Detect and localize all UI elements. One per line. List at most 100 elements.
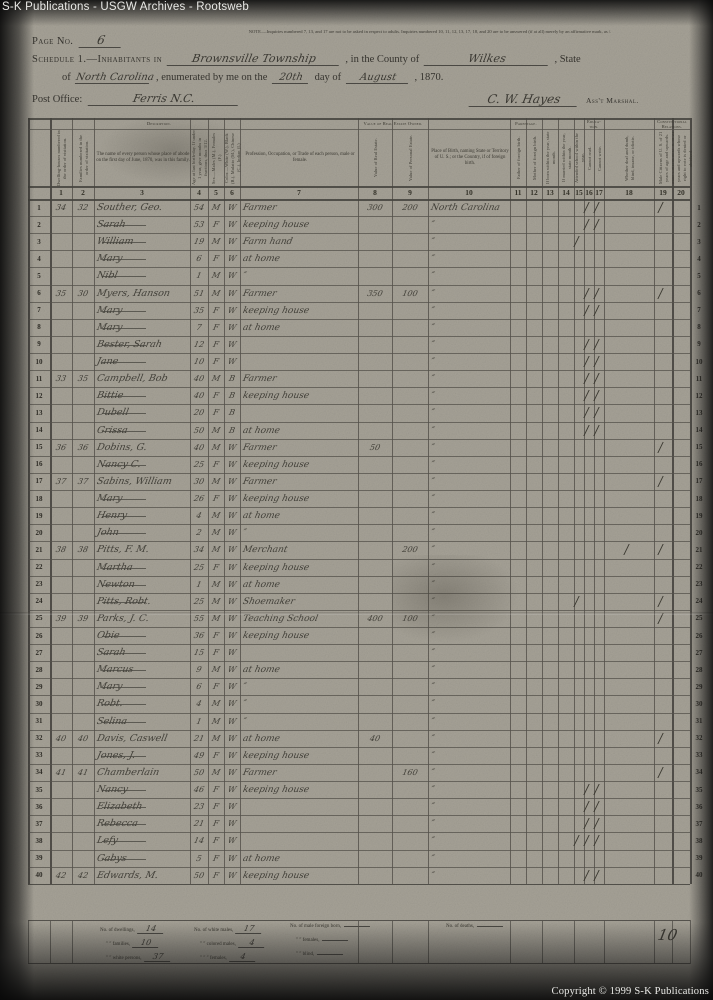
footer-column-rule — [604, 920, 605, 964]
name-continuation-dash — [102, 584, 146, 586]
row-number-left: 5 — [37, 271, 41, 280]
row-number-right: 20 — [695, 528, 703, 537]
name-continuation-dash — [102, 327, 146, 329]
affirmative-tick-mark — [657, 202, 670, 213]
cell-value: Farmer — [241, 442, 278, 453]
cell-value: B — [228, 408, 236, 418]
column-group-header: Educa-tion. — [586, 118, 602, 129]
cell-value: 400 — [366, 613, 384, 623]
footer-column-rule — [392, 920, 393, 964]
footer-stat: ″ ″ families, 10 — [106, 938, 161, 948]
cell-value: 300 — [366, 203, 384, 212]
column-header-19: Male Citizens of U. S. of 21 years of ag… — [658, 131, 669, 185]
row-number-right: 18 — [695, 494, 703, 503]
name-continuation-dash — [102, 636, 146, 637]
cell-value: ″ — [429, 870, 436, 881]
cell-value: Farm hand — [241, 236, 294, 247]
row-number-left: 28 — [35, 665, 43, 674]
row-number-right: 11 — [695, 374, 703, 383]
cell-value: Farmer — [241, 476, 278, 487]
row-number-left: 30 — [35, 699, 43, 708]
month-value: August — [345, 72, 410, 84]
row-number-right: 16 — [695, 460, 703, 469]
cell-value: keeping house — [241, 870, 311, 881]
name-continuation-dash — [102, 344, 146, 346]
cell-value: Pitts, F. M. — [95, 544, 151, 556]
row-number-left: 23 — [35, 580, 43, 589]
cell-value: ″ — [429, 767, 436, 778]
row-number-left: 21 — [35, 545, 43, 554]
footer-stat: ″ ″ white persons, 37 — [106, 952, 172, 962]
column-group-header: Value of Real Estate Owned. — [363, 121, 423, 126]
cell-value: ″ — [429, 681, 436, 692]
cell-value: at home — [241, 253, 281, 264]
footer-stat-value: 4 — [237, 938, 266, 948]
row-number-left: 25 — [35, 614, 43, 623]
affirmative-tick-mark — [657, 766, 670, 778]
cell-value: ″ — [241, 716, 248, 727]
cell-value: ″ — [429, 544, 436, 555]
cell-value: ″ — [429, 219, 436, 230]
cell-value: Edwards, M. — [95, 869, 160, 881]
name-continuation-dash — [102, 704, 146, 706]
cell-value: ″ — [429, 562, 436, 573]
footer-column-rule — [72, 920, 73, 964]
row-number-left: 2 — [37, 220, 41, 229]
row-number-right: 28 — [695, 665, 703, 674]
column-number-5: 5 — [214, 188, 218, 197]
cell-value: Sabins, William — [95, 475, 173, 487]
cell-value: keeping house — [241, 305, 311, 316]
cell-value: 50 — [368, 442, 382, 452]
row-number-right: 27 — [695, 648, 703, 657]
state-of-prefix: of — [62, 72, 71, 83]
cell-value: W — [226, 819, 238, 829]
name-continuation-dash — [102, 807, 146, 809]
cell-value: ″ — [429, 835, 436, 846]
cell-value: W — [226, 357, 238, 367]
row-number-left: 1 — [37, 203, 41, 212]
row-number-right: 39 — [695, 854, 703, 863]
cell-value: Merchant — [241, 544, 289, 555]
affirmative-tick-mark — [657, 287, 670, 299]
cell-value: ″ — [429, 630, 436, 641]
cell-value: at home — [241, 733, 281, 744]
census-table: Description. Value of Real Estate Owned. P… — [28, 118, 703, 920]
row-number-right: 12 — [695, 391, 703, 400]
cell-value: at home — [241, 664, 281, 675]
column-header-9: Value of Personal Estate. — [408, 134, 413, 182]
cell-value: ″ — [429, 493, 436, 504]
cell-value: ″ — [429, 305, 436, 316]
row-number-right: 2 — [697, 220, 701, 229]
row-number-left: 7 — [37, 306, 41, 315]
cell-value: keeping house — [241, 459, 311, 470]
cell-value: ″ — [429, 647, 436, 658]
footer-summary: No. of dwellings, 14 No. of white males, 17… — [28, 920, 691, 965]
name-continuation-dash — [102, 430, 146, 432]
name-continuation-dash — [102, 721, 146, 723]
name-continuation-dash — [102, 413, 146, 415]
column-number-9: 9 — [408, 188, 412, 197]
footer-stat-label: No. of male foreign born, — [290, 924, 342, 929]
name-continuation-dash — [102, 396, 146, 398]
row-number-left: 29 — [35, 682, 43, 691]
cell-value: keeping house — [241, 630, 311, 641]
row-number-right: 35 — [695, 785, 703, 794]
row-number-right: 19 — [695, 511, 703, 520]
cell-value: ″ — [429, 733, 436, 744]
row-number-right: 15 — [695, 443, 703, 452]
row-number-left: 36 — [35, 802, 43, 811]
row-number-left: 26 — [35, 631, 43, 640]
cell-value: Davis, Caswell — [95, 732, 169, 744]
day-prefix: day of — [314, 72, 342, 83]
column-header-18: Whether deaf and dumb, blind, insane, or… — [624, 135, 635, 181]
row-number-left: 18 — [35, 494, 43, 503]
marshal-signature-area: C. W. Hayes Ass't Marshal. — [468, 90, 639, 108]
affirmative-tick-mark — [657, 595, 670, 607]
row-number-left: 15 — [35, 443, 43, 452]
row-number-right: 7 — [697, 306, 701, 315]
footer-stat-label: ″ ″ blind, — [296, 952, 315, 957]
row-number-right: 34 — [695, 768, 703, 777]
cell-value: W — [226, 836, 238, 846]
form-header: Page No. 6 NOTE.—Inquiries numbered 7, 1… — [30, 28, 690, 114]
footer-stat: No. of deaths, — [446, 924, 504, 929]
